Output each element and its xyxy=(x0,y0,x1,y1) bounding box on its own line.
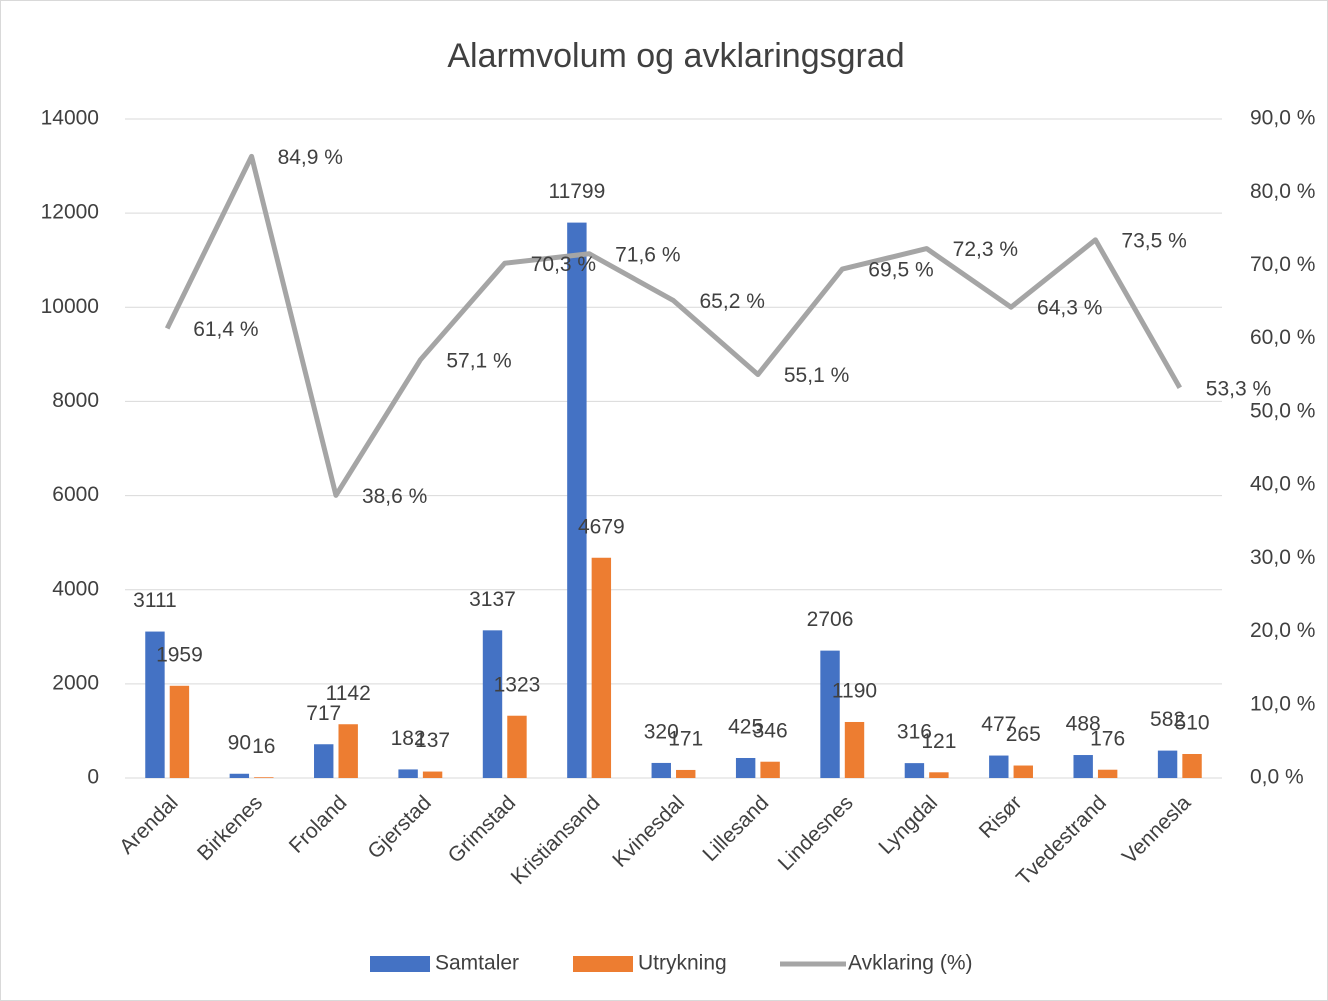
bar-value-label: 425 xyxy=(728,716,763,739)
legend-swatch xyxy=(573,956,633,972)
line-value-label: 57,1 % xyxy=(446,349,511,372)
y-tick-label: 10000 xyxy=(41,295,99,318)
bar-value-label: 90 xyxy=(228,731,251,754)
legend-swatch xyxy=(370,956,430,972)
bar xyxy=(929,772,949,778)
y-tick-label: 8000 xyxy=(52,389,99,412)
bar-value-label: 1323 xyxy=(494,673,541,696)
bar xyxy=(591,557,612,778)
bar-value-label: 16 xyxy=(252,735,275,758)
bar-value-label: 1959 xyxy=(156,643,203,666)
line-value-label: 55,1 % xyxy=(784,364,849,387)
bar xyxy=(1157,750,1178,778)
bar-value-label: 477 xyxy=(981,713,1016,736)
bar-value-label: 1142 xyxy=(326,682,371,705)
bar xyxy=(760,761,780,778)
y-tick-label: 0 xyxy=(87,766,99,789)
bar-value-label: 1190 xyxy=(832,680,877,703)
y2-tick-label: 0,0 % xyxy=(1250,766,1304,789)
bar xyxy=(422,771,443,778)
line-value-label: 38,6 % xyxy=(362,485,427,508)
y2-tick-label: 20,0 % xyxy=(1250,619,1315,642)
y-tick-label: 6000 xyxy=(52,483,99,506)
line-value-label: 72,3 % xyxy=(953,238,1018,261)
bar xyxy=(398,769,418,778)
bar xyxy=(314,744,334,778)
chart-title: Alarmvolum og avklaringsgrad xyxy=(447,37,904,75)
bar-value-label: 582 xyxy=(1150,708,1185,731)
bar xyxy=(676,769,696,778)
line-value-label: 70,3 % xyxy=(531,253,596,276)
line-value-label: 69,5 % xyxy=(868,259,933,282)
bar xyxy=(1013,765,1033,778)
bar xyxy=(169,685,190,778)
line-value-label: 65,2 % xyxy=(700,290,765,313)
line-value-label: 84,9 % xyxy=(278,146,343,169)
bar xyxy=(989,755,1009,778)
bar xyxy=(229,773,250,778)
bar-value-label: 171 xyxy=(668,727,703,750)
bar-value-label: 346 xyxy=(753,719,788,742)
bar xyxy=(507,715,527,778)
bar-value-label: 11799 xyxy=(548,180,605,203)
bar xyxy=(1182,753,1202,778)
y2-tick-label: 40,0 % xyxy=(1250,473,1315,496)
bar xyxy=(254,777,274,778)
bar-value-label: 3137 xyxy=(469,588,516,611)
line xyxy=(164,153,1182,498)
line-value-label: 71,6 % xyxy=(615,243,680,266)
y2-tick-label: 90,0 % xyxy=(1250,107,1315,130)
y2-tick-label: 70,0 % xyxy=(1250,253,1315,276)
line-value-label: 64,3 % xyxy=(1037,297,1102,320)
bar-value-label: 4679 xyxy=(578,515,625,538)
bar xyxy=(844,721,865,778)
bar-value-label: 176 xyxy=(1090,727,1125,750)
legend-label: Avklaring (%) xyxy=(848,952,972,975)
bar-value-label: 717 xyxy=(306,702,341,725)
y-tick-label: 4000 xyxy=(52,577,99,600)
y2-tick-label: 50,0 % xyxy=(1250,399,1315,422)
bar xyxy=(651,762,671,778)
y2-tick-label: 60,0 % xyxy=(1250,326,1315,349)
line-value-label: 53,3 % xyxy=(1206,377,1271,400)
bar-value-label: 265 xyxy=(1006,723,1041,746)
line-value-label: 61,4 % xyxy=(193,318,258,341)
bar xyxy=(820,650,840,778)
bar xyxy=(338,724,358,778)
legend-label: Samtaler xyxy=(435,952,519,975)
bar-value-label: 121 xyxy=(921,730,956,753)
y2-tick-label: 10,0 % xyxy=(1250,692,1315,715)
bar xyxy=(735,757,756,778)
bar xyxy=(567,222,587,778)
y-tick-label: 2000 xyxy=(52,671,99,694)
bar-value-label: 320 xyxy=(644,720,679,743)
bar-value-label: 488 xyxy=(1066,713,1101,736)
y2-tick-label: 80,0 % xyxy=(1250,180,1315,203)
bar xyxy=(1073,755,1093,778)
bar xyxy=(482,630,503,778)
y-tick-label: 14000 xyxy=(41,107,99,130)
bar-value-label: 316 xyxy=(897,721,932,744)
bar-value-label: 137 xyxy=(415,729,450,752)
line-value-label: 73,5 % xyxy=(1121,229,1186,252)
bar-value-label: 510 xyxy=(1175,712,1210,735)
bar xyxy=(904,763,925,778)
bar-value-label: 2706 xyxy=(807,608,854,631)
y2-tick-label: 30,0 % xyxy=(1250,546,1315,569)
bar xyxy=(1097,769,1118,778)
bar xyxy=(145,631,165,778)
legend-label: Utrykning xyxy=(638,952,727,975)
y-tick-label: 12000 xyxy=(41,201,99,224)
bar-value-label: 3111 xyxy=(133,589,177,612)
bar-value-label: 182 xyxy=(391,727,426,750)
